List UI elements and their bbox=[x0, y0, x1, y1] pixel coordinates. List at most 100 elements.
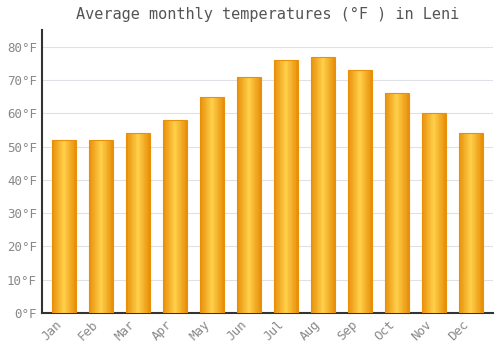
Bar bbox=[319, 57, 320, 313]
Bar bbox=[61, 140, 62, 313]
Bar bbox=[385, 93, 409, 313]
Bar bbox=[424, 113, 425, 313]
Bar bbox=[356, 70, 358, 313]
Bar bbox=[126, 133, 127, 313]
Bar bbox=[288, 60, 289, 313]
Bar bbox=[238, 77, 240, 313]
Bar bbox=[461, 133, 462, 313]
Bar bbox=[92, 140, 93, 313]
Bar bbox=[430, 113, 432, 313]
Bar bbox=[139, 133, 140, 313]
Bar bbox=[53, 140, 54, 313]
Bar bbox=[143, 133, 144, 313]
Bar bbox=[134, 133, 135, 313]
Bar bbox=[292, 60, 293, 313]
Bar bbox=[145, 133, 146, 313]
Bar bbox=[208, 97, 210, 313]
Bar bbox=[274, 60, 276, 313]
Bar bbox=[248, 77, 249, 313]
Bar bbox=[211, 97, 212, 313]
Bar bbox=[164, 120, 166, 313]
Bar bbox=[460, 133, 461, 313]
Bar bbox=[63, 140, 64, 313]
Bar bbox=[364, 70, 366, 313]
Bar bbox=[206, 97, 207, 313]
Bar bbox=[106, 140, 108, 313]
Bar bbox=[217, 97, 218, 313]
Bar bbox=[250, 77, 252, 313]
Bar bbox=[396, 93, 397, 313]
Bar bbox=[464, 133, 466, 313]
Bar bbox=[444, 113, 445, 313]
Bar bbox=[213, 97, 214, 313]
Bar bbox=[97, 140, 98, 313]
Bar bbox=[425, 113, 426, 313]
Bar bbox=[73, 140, 74, 313]
Bar bbox=[293, 60, 294, 313]
Bar bbox=[237, 77, 238, 313]
Bar bbox=[204, 97, 206, 313]
Bar bbox=[478, 133, 479, 313]
Bar bbox=[277, 60, 278, 313]
Bar bbox=[467, 133, 468, 313]
Bar bbox=[286, 60, 288, 313]
Bar bbox=[174, 120, 175, 313]
Bar bbox=[408, 93, 409, 313]
Bar bbox=[294, 60, 296, 313]
Bar bbox=[212, 97, 213, 313]
Bar bbox=[281, 60, 282, 313]
Bar bbox=[472, 133, 474, 313]
Bar bbox=[216, 97, 217, 313]
Bar bbox=[316, 57, 318, 313]
Bar bbox=[401, 93, 402, 313]
Bar bbox=[132, 133, 133, 313]
Bar bbox=[179, 120, 180, 313]
Bar bbox=[371, 70, 372, 313]
Bar bbox=[54, 140, 55, 313]
Bar bbox=[386, 93, 388, 313]
Bar bbox=[276, 60, 277, 313]
Bar bbox=[148, 133, 149, 313]
Bar bbox=[168, 120, 170, 313]
Bar bbox=[98, 140, 100, 313]
Bar bbox=[245, 77, 246, 313]
Bar bbox=[359, 70, 360, 313]
Bar bbox=[385, 93, 386, 313]
Bar bbox=[182, 120, 183, 313]
Bar bbox=[471, 133, 472, 313]
Bar bbox=[105, 140, 106, 313]
Bar bbox=[200, 97, 224, 313]
Bar bbox=[178, 120, 179, 313]
Bar bbox=[218, 97, 219, 313]
Bar bbox=[65, 140, 66, 313]
Bar bbox=[285, 60, 286, 313]
Bar bbox=[71, 140, 72, 313]
Bar bbox=[141, 133, 142, 313]
Bar bbox=[445, 113, 446, 313]
Bar bbox=[249, 77, 250, 313]
Bar bbox=[170, 120, 171, 313]
Bar bbox=[348, 70, 350, 313]
Bar bbox=[437, 113, 438, 313]
Bar bbox=[109, 140, 110, 313]
Bar bbox=[352, 70, 354, 313]
Bar bbox=[149, 133, 150, 313]
Bar bbox=[475, 133, 476, 313]
Bar bbox=[175, 120, 176, 313]
Bar bbox=[393, 93, 394, 313]
Bar bbox=[167, 120, 168, 313]
Bar bbox=[370, 70, 371, 313]
Bar bbox=[57, 140, 58, 313]
Bar bbox=[253, 77, 254, 313]
Bar bbox=[323, 57, 324, 313]
Bar bbox=[222, 97, 223, 313]
Bar bbox=[221, 97, 222, 313]
Bar bbox=[127, 133, 128, 313]
Bar bbox=[96, 140, 97, 313]
Bar bbox=[320, 57, 322, 313]
Bar bbox=[328, 57, 330, 313]
Bar bbox=[330, 57, 331, 313]
Bar bbox=[400, 93, 401, 313]
Bar bbox=[348, 70, 372, 313]
Bar bbox=[354, 70, 355, 313]
